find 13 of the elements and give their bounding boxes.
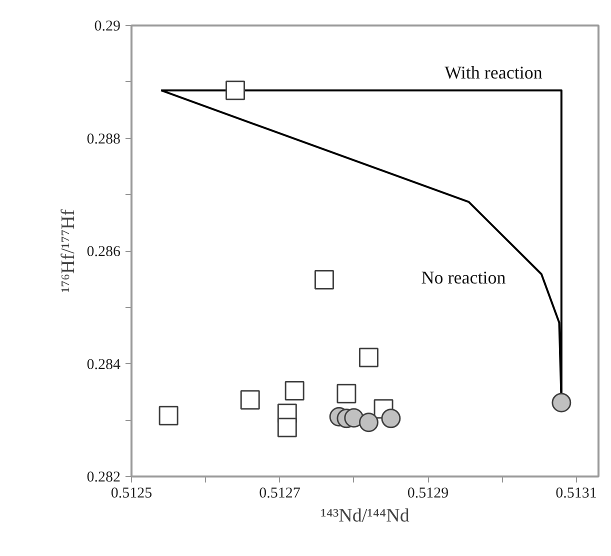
y-tick-label: 0.282 (86, 470, 120, 486)
annotation: No reaction (421, 268, 506, 288)
annotation: With reaction (444, 62, 542, 82)
x-tick-label: 0.5129 (407, 486, 449, 502)
y-axis-title: ¹⁷⁶Hf/¹⁷⁷Hf (58, 208, 79, 293)
x-tick-label: 0.5127 (259, 486, 301, 502)
x-tick-label: 0.5131 (556, 486, 597, 502)
x-axis-title: ¹⁴³Nd/¹⁴⁴Nd (320, 506, 410, 526)
x-tick-label: 0.5125 (110, 486, 152, 502)
y-tick-label: 0.284 (86, 356, 121, 373)
y-tick-label: 0.286 (86, 244, 121, 260)
y-tick-label: 0.288 (86, 131, 120, 148)
y-tick-label: 0.29 (94, 18, 120, 34)
